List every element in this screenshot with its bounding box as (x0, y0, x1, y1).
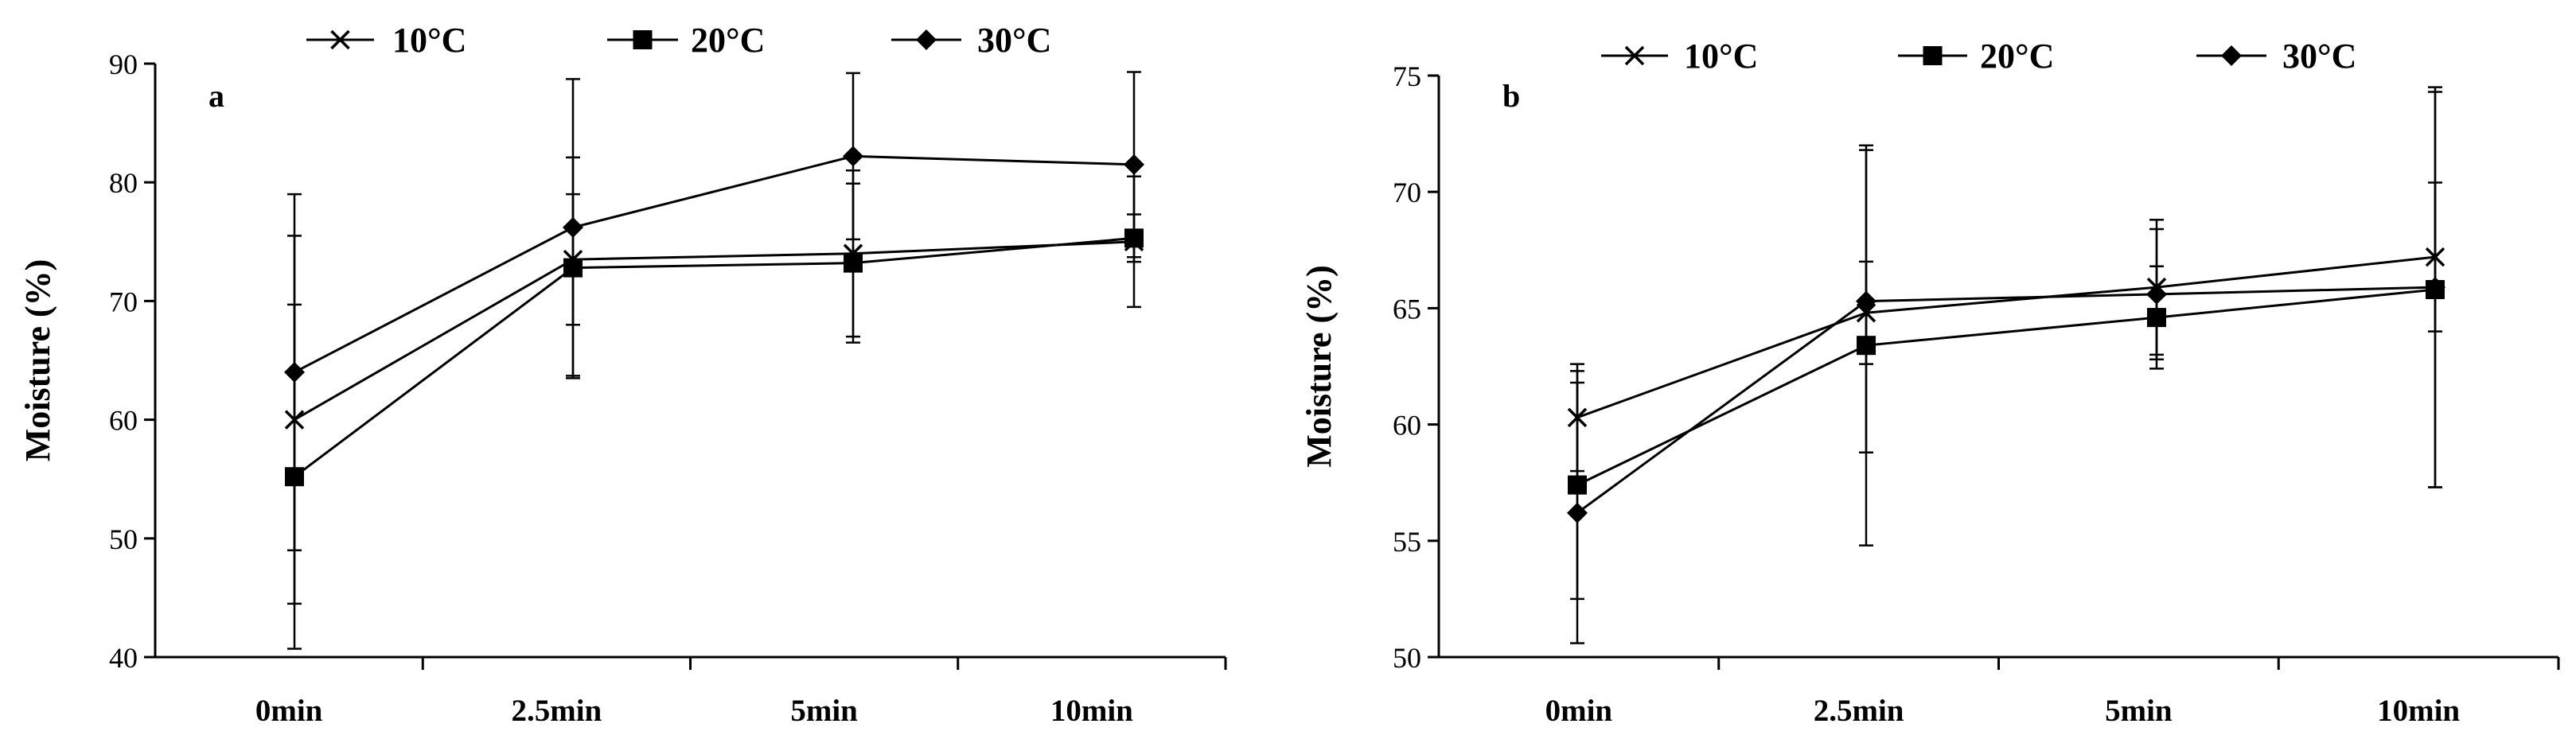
y-tick-label: 80 (109, 167, 138, 199)
series-diamond (284, 71, 1144, 551)
x-tick-label: 2.5min (1814, 694, 1904, 728)
series-x (1567, 181, 2445, 473)
x-tick-label: 10min (2377, 694, 2460, 728)
legend-label: 30°C (2282, 37, 2356, 76)
data-point (843, 146, 863, 167)
legend: 10°C 20°C 30°C (306, 21, 1051, 60)
series-line (294, 154, 1135, 374)
y-tick-label: 50 (109, 523, 138, 555)
data-point (1124, 154, 1144, 175)
y-tick-label: 75 (1393, 60, 1421, 92)
data-point (563, 216, 583, 238)
y-tick-label: 90 (109, 49, 138, 80)
y-tick-label: 65 (1393, 293, 1421, 325)
data-point (1567, 502, 1588, 523)
series-square (285, 156, 1144, 650)
data-point (284, 361, 305, 383)
legend: 10°C 20°C 30°C (1601, 37, 2356, 76)
y-tick-label: 70 (1393, 177, 1421, 208)
series-line (294, 240, 1135, 421)
series-line (1576, 286, 2436, 514)
y-tick-label: 40 (109, 642, 138, 674)
legend-label: 20°C (691, 21, 765, 60)
data-point (2146, 283, 2167, 305)
y-tick-label: 70 (109, 286, 138, 317)
x-tick-label: 5min (2105, 694, 2173, 728)
y-axis-label: Moisture (%) (1300, 265, 1339, 468)
legend-label: 10°C (392, 21, 466, 60)
x-tick-label: 0min (1545, 694, 1613, 728)
series-square (1568, 91, 2445, 601)
data-point (844, 253, 863, 273)
x-tick-label: 2.5min (511, 694, 602, 728)
y-tick-label: 50 (1393, 642, 1421, 674)
panel-label: b (1502, 78, 1520, 114)
legend-label: 30°C (977, 21, 1051, 60)
x-tick-label: 10min (1050, 694, 1133, 728)
series-line (1576, 288, 2436, 486)
legend-marker (916, 29, 937, 50)
series-diamond (1567, 86, 2445, 644)
y-tick-label: 60 (109, 405, 138, 437)
series-line (294, 236, 1135, 478)
legend-marker (1923, 46, 1943, 65)
legend-label: 10°C (1684, 37, 1758, 76)
legend-marker (1624, 45, 1645, 66)
x-tick-label: 5min (790, 694, 858, 728)
panel-label: a (208, 78, 224, 114)
x-tick-label: 0min (255, 694, 323, 728)
data-point (1856, 290, 1876, 312)
x-marker-stroke (330, 29, 350, 50)
legend-marker (2221, 45, 2242, 66)
y-tick-label: 60 (1393, 410, 1421, 442)
legend-label: 20°C (1980, 37, 2054, 76)
y-tick-label: 55 (1393, 526, 1421, 558)
legend-marker (330, 29, 350, 50)
chart-panel-b: 50 55 60 65 70 75 0min 2.5min 5min 10min Moisture … (1300, 37, 2560, 728)
x-marker-stroke (1624, 45, 1645, 66)
series-line (1576, 255, 2436, 419)
y-axis-label: Moisture (%) (18, 259, 57, 462)
legend-marker (633, 30, 653, 49)
chart-panel-a: 40 50 60 70 80 90 0min 2.5min 5min 10min Moisture … (18, 21, 1227, 728)
data-point (2425, 277, 2445, 298)
